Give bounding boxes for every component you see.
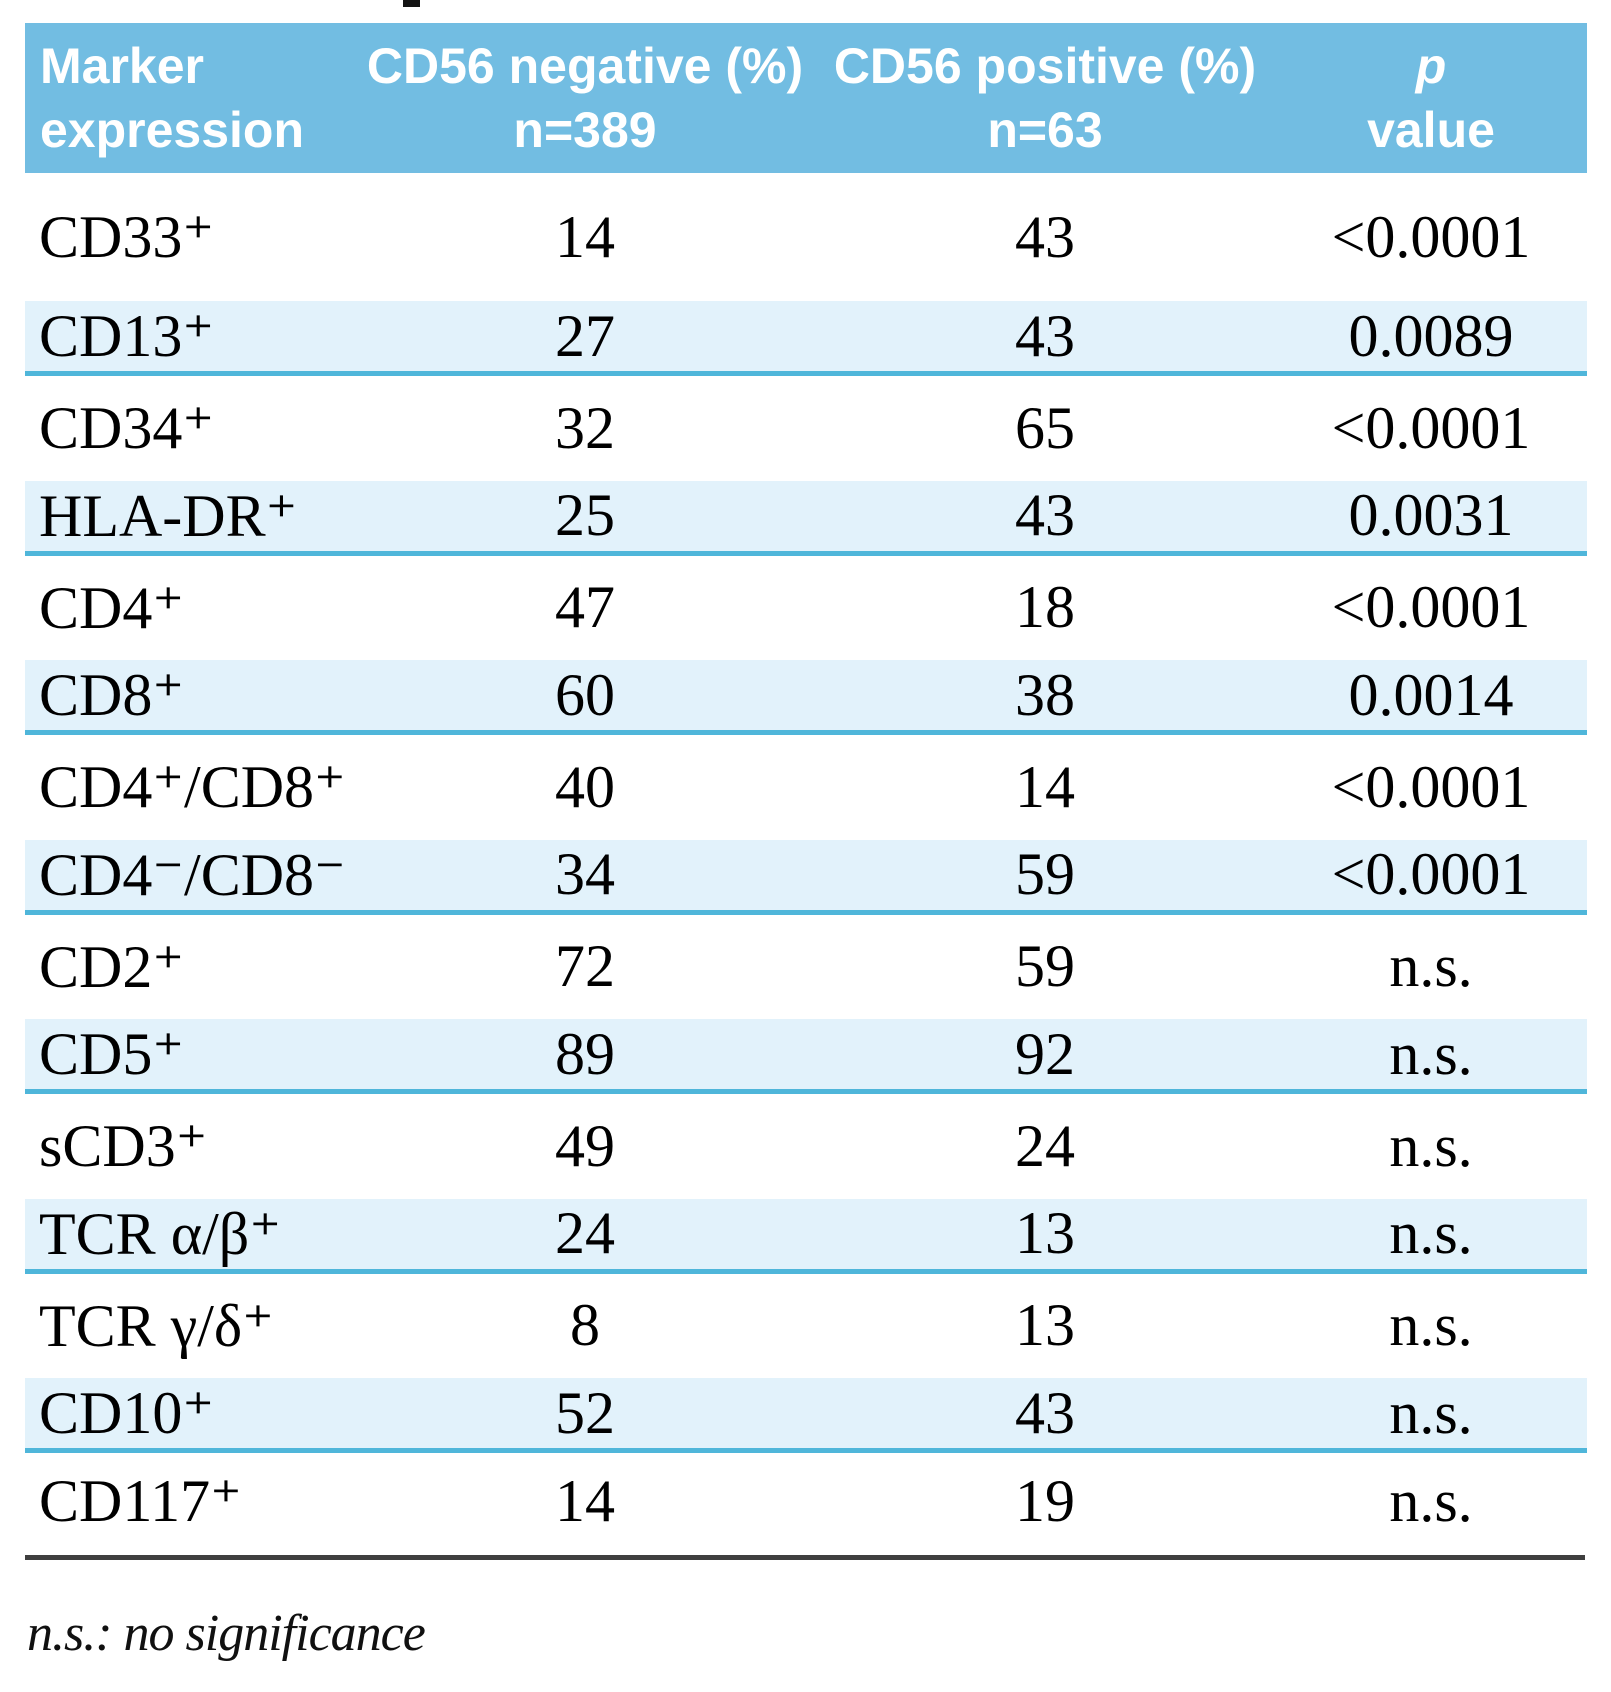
cd56-negative-cell: 49: [555, 1112, 615, 1179]
table-row: CD8⁺ 60 38 0.0014: [25, 660, 1587, 733]
p-value-cell: <0.0001: [1331, 753, 1531, 820]
cd56-negative-cell: 32: [555, 394, 615, 461]
p-value-cell: n.s.: [1389, 1020, 1473, 1087]
col-header-line: n=63: [987, 102, 1103, 158]
bottom-rule: [25, 1555, 1585, 1560]
marker-cell: CD13⁺: [39, 303, 215, 369]
p-value-cell: 0.0031: [1348, 482, 1514, 548]
col-header-marker-expression: Marker expression: [25, 23, 355, 173]
table-row: CD10⁺ 52 43 n.s.: [25, 1378, 1587, 1451]
cd56-positive-cell: 92: [1015, 1020, 1075, 1087]
p-value-cell: <0.0001: [1331, 203, 1531, 270]
cd56-positive-cell: 13: [1015, 1200, 1075, 1266]
cd56-negative-cell: 14: [555, 203, 615, 270]
cd56-negative-cell: 47: [555, 574, 615, 641]
p-value-cell: n.s.: [1389, 1200, 1473, 1266]
p-value-cell: 0.0014: [1348, 661, 1514, 728]
p-value-cell: n.s.: [1389, 1379, 1473, 1446]
marker-cell: CD5⁺: [39, 1021, 185, 1087]
cd56-positive-cell: 43: [1015, 203, 1075, 270]
col-header-line: p: [1415, 38, 1447, 94]
cd56-negative-cell: 72: [555, 933, 615, 1000]
cd56-negative-cell: 8: [570, 1292, 600, 1359]
cd56-negative-cell: 89: [555, 1020, 615, 1087]
table-row: CD33⁺ 14 43 <0.0001: [25, 173, 1587, 301]
marker-cell: CD33⁺: [39, 204, 215, 270]
p-value-cell: <0.0001: [1331, 841, 1531, 907]
marker-expression-table: Marker expression CD56 negative (%) n=38…: [25, 23, 1587, 1550]
p-value-cell: n.s.: [1389, 1292, 1473, 1359]
marker-cell: HLA-DR⁺: [39, 482, 298, 549]
cd56-positive-cell: 18: [1015, 574, 1075, 641]
footnote: n.s.: no significance: [27, 1605, 426, 1662]
marker-expression-table-wrap: Marker expression CD56 negative (%) n=38…: [25, 23, 1587, 1550]
marker-cell: CD4⁺/CD8⁺: [39, 754, 346, 821]
p-value-cell: <0.0001: [1331, 394, 1531, 461]
table-row: CD4⁺ 47 18 <0.0001: [25, 553, 1587, 660]
cd56-positive-cell: 14: [1015, 753, 1075, 820]
cd56-positive-cell: 59: [1015, 841, 1075, 907]
cd56-positive-cell: 59: [1015, 933, 1075, 1000]
table-row: TCR γ/δ⁺ 8 13 n.s.: [25, 1271, 1587, 1378]
cd56-positive-cell: 13: [1015, 1292, 1075, 1359]
col-header-line: CD56 negative (%): [366, 38, 804, 94]
cd56-positive-cell: 43: [1015, 482, 1075, 548]
marker-cell: TCR γ/δ⁺: [39, 1292, 274, 1359]
marker-cell: sCD3⁺: [39, 1113, 208, 1180]
table-row: CD2⁺ 72 59 n.s.: [25, 912, 1587, 1019]
marker-cell: CD2⁺: [39, 933, 185, 1000]
cd56-negative-cell: 60: [555, 661, 615, 728]
p-value-cell: n.s.: [1389, 1112, 1473, 1179]
table-row: HLA-DR⁺ 25 43 0.0031: [25, 480, 1587, 553]
marker-cell: CD4⁻/CD8⁻: [39, 841, 346, 908]
marker-cell: TCR α/β⁺: [39, 1200, 281, 1267]
table-row: sCD3⁺ 49 24 n.s.: [25, 1091, 1587, 1199]
table-row: TCR α/β⁺ 24 13 n.s.: [25, 1198, 1587, 1271]
col-header-line: value: [1367, 102, 1495, 158]
cd56-positive-cell: 19: [1015, 1467, 1075, 1534]
table-row: CD5⁺ 89 92 n.s.: [25, 1019, 1587, 1092]
col-header-p-value: p value: [1275, 23, 1587, 173]
cd56-negative-cell: 52: [555, 1379, 615, 1446]
cd56-negative-cell: 14: [555, 1467, 615, 1534]
cd56-negative-cell: 40: [555, 753, 615, 820]
table-row: CD34⁺ 32 65 <0.0001: [25, 373, 1587, 481]
cd56-positive-cell: 43: [1015, 1379, 1075, 1446]
p-value-cell: n.s.: [1389, 933, 1473, 1000]
marker-cell: CD8⁺: [39, 662, 185, 728]
col-header-line: expression: [40, 102, 305, 158]
col-header-line: n=389: [513, 102, 657, 158]
table-row: CD4⁺/CD8⁺ 40 14 <0.0001: [25, 732, 1587, 840]
marker-cell: CD34⁺: [39, 395, 215, 462]
p-value-cell: 0.0089: [1348, 302, 1514, 369]
cd56-positive-cell: 65: [1015, 394, 1075, 461]
col-header-line: CD56 positive (%): [833, 38, 1257, 94]
table-row: CD117⁺ 14 19 n.s.: [25, 1450, 1587, 1550]
cd56-positive-cell: 24: [1015, 1112, 1075, 1179]
table-row: CD4⁻/CD8⁻ 34 59 <0.0001: [25, 839, 1587, 912]
header-row: Marker expression CD56 negative (%) n=38…: [25, 23, 1587, 173]
col-header-line: Marker: [40, 38, 204, 94]
marker-cell: CD4⁺: [39, 574, 185, 641]
cd56-negative-cell: 27: [555, 302, 615, 369]
marker-cell: CD117⁺: [39, 1468, 242, 1535]
p-value-cell: n.s.: [1389, 1467, 1473, 1534]
cd56-negative-cell: 34: [555, 841, 615, 907]
cd56-positive-cell: 38: [1015, 661, 1075, 728]
p-value-cell: <0.0001: [1331, 574, 1531, 641]
col-header-cd56-positive: CD56 positive (%) n=63: [815, 23, 1275, 173]
marker-cell: CD10⁺: [39, 1380, 215, 1446]
cropped-title-mark: [403, 0, 420, 7]
col-header-cd56-negative: CD56 negative (%) n=389: [355, 23, 815, 173]
cd56-negative-cell: 24: [555, 1200, 615, 1266]
table-row: CD13⁺ 27 43 0.0089: [25, 301, 1587, 374]
cd56-negative-cell: 25: [555, 482, 615, 548]
cd56-positive-cell: 43: [1015, 302, 1075, 369]
